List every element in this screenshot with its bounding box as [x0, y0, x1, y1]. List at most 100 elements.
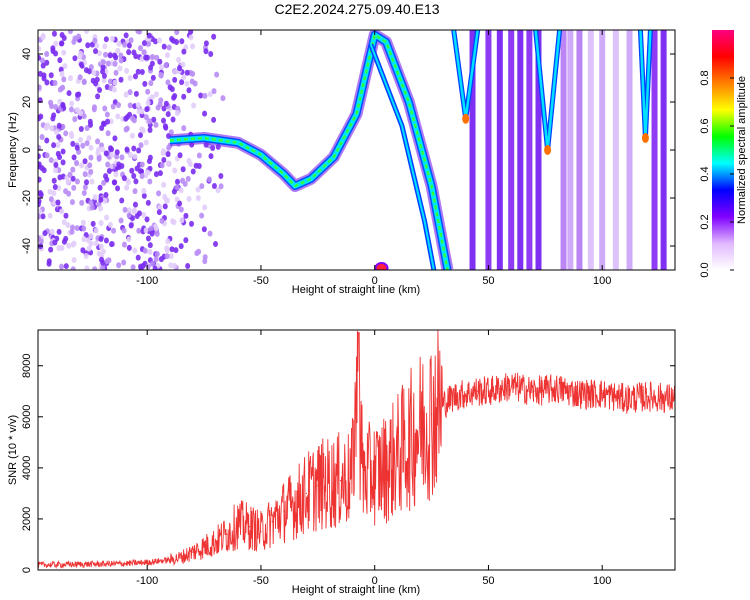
noise-blob: [157, 204, 163, 211]
noise-blob: [93, 80, 99, 87]
noise-blob: [213, 240, 219, 247]
snr-data-point: [408, 441, 410, 443]
noise-blob: [174, 178, 180, 185]
noise-blob: [161, 105, 167, 112]
noise-blob: [107, 221, 113, 228]
noise-blob: [172, 68, 178, 75]
snr-data-point: [123, 563, 126, 565]
noise-blob: [84, 125, 90, 132]
colorbar-tick-label: 0.6: [699, 118, 711, 133]
noise-blob: [117, 65, 123, 72]
noise-blob: [77, 74, 83, 81]
snr-data-point: [78, 563, 80, 565]
snr-data-point: [271, 520, 273, 523]
noise-blob: [39, 134, 45, 141]
noise-blob: [92, 37, 98, 44]
noise-blob: [103, 36, 109, 43]
noise-blob: [170, 218, 176, 225]
noise-blob: [191, 102, 197, 109]
noise-blob: [101, 179, 107, 186]
noise-blob: [44, 51, 50, 58]
snr-data-point: [203, 546, 205, 548]
noise-blob: [57, 57, 63, 64]
noise-blob: [48, 99, 54, 106]
noise-blob: [77, 53, 83, 60]
noise-blob: [193, 162, 199, 169]
noise-blob: [189, 220, 195, 227]
noise-blob: [174, 38, 180, 45]
spectrogram-x-tick-label: 100: [593, 275, 611, 287]
noise-blob: [84, 140, 90, 147]
noise-blob: [81, 78, 87, 85]
noise-blob: [58, 40, 64, 47]
noise-blob: [92, 194, 98, 201]
noise-blob: [46, 258, 52, 265]
noise-blob: [82, 158, 88, 165]
spectrogram-y-tick-label: -20: [21, 190, 33, 206]
noise-blob: [165, 111, 171, 118]
noise-blob: [72, 55, 78, 62]
noise-blob: [169, 86, 175, 93]
noise-blob: [70, 166, 76, 173]
noise-blob: [40, 62, 46, 69]
branch-curve-core: [369, 44, 435, 270]
noise-blob: [116, 40, 122, 47]
noise-blob: [38, 45, 42, 52]
snr-y-tick-label: 8000: [21, 354, 33, 378]
noise-blob: [139, 161, 145, 168]
noise-blob: [82, 184, 88, 191]
noise-blob: [136, 227, 142, 234]
noise-blob: [210, 145, 216, 152]
snr-data-point: [396, 454, 399, 456]
noise-blob: [84, 179, 90, 186]
noise-blob: [163, 62, 169, 69]
noise-blob: [153, 225, 159, 232]
noise-blob: [188, 34, 194, 41]
snr-data-point: [362, 474, 364, 477]
noise-blob: [135, 254, 141, 261]
snr-y-tick-label: 6000: [21, 405, 33, 429]
snr-data-point: [419, 426, 421, 428]
noise-blob: [139, 108, 145, 115]
noise-blob: [161, 181, 167, 188]
noise-blob: [179, 79, 185, 86]
noise-blob: [116, 262, 122, 269]
noise-blob: [138, 45, 144, 52]
snr-data-point: [317, 485, 319, 487]
noise-blob: [165, 79, 171, 86]
noise-blob: [162, 203, 168, 210]
noise-blob: [162, 123, 168, 130]
noise-blob: [164, 245, 170, 252]
noise-blob: [53, 167, 59, 174]
noise-blob: [81, 225, 87, 232]
noise-blob: [146, 32, 152, 39]
noise-blob: [56, 122, 62, 129]
noise-blob: [47, 188, 53, 195]
noise-blob: [149, 230, 155, 237]
noise-blob: [81, 113, 87, 120]
snr-data-point: [487, 390, 490, 392]
fringe-band: [560, 30, 567, 270]
noise-blob: [52, 79, 58, 86]
noise-blob: [112, 79, 118, 86]
noise-blob: [141, 192, 147, 199]
noise-blob: [158, 71, 164, 78]
noise-blob: [60, 159, 66, 166]
noise-blob: [153, 171, 159, 178]
noise-blob: [63, 130, 69, 137]
noise-blob: [67, 75, 73, 82]
snr-x-tick-label: 0: [372, 575, 378, 587]
noise-blob: [100, 59, 106, 66]
noise-blob: [84, 30, 90, 34]
noise-blob: [72, 116, 78, 123]
noise-blob: [105, 130, 111, 137]
noise-blob: [186, 87, 192, 94]
noise-blob: [211, 183, 217, 190]
noise-blob: [126, 207, 132, 214]
noise-blob: [153, 91, 159, 98]
noise-blob: [126, 49, 132, 56]
noise-blob: [74, 178, 80, 185]
noise-blob: [133, 53, 139, 60]
noise-blob: [185, 262, 191, 269]
noise-blob: [109, 35, 115, 42]
